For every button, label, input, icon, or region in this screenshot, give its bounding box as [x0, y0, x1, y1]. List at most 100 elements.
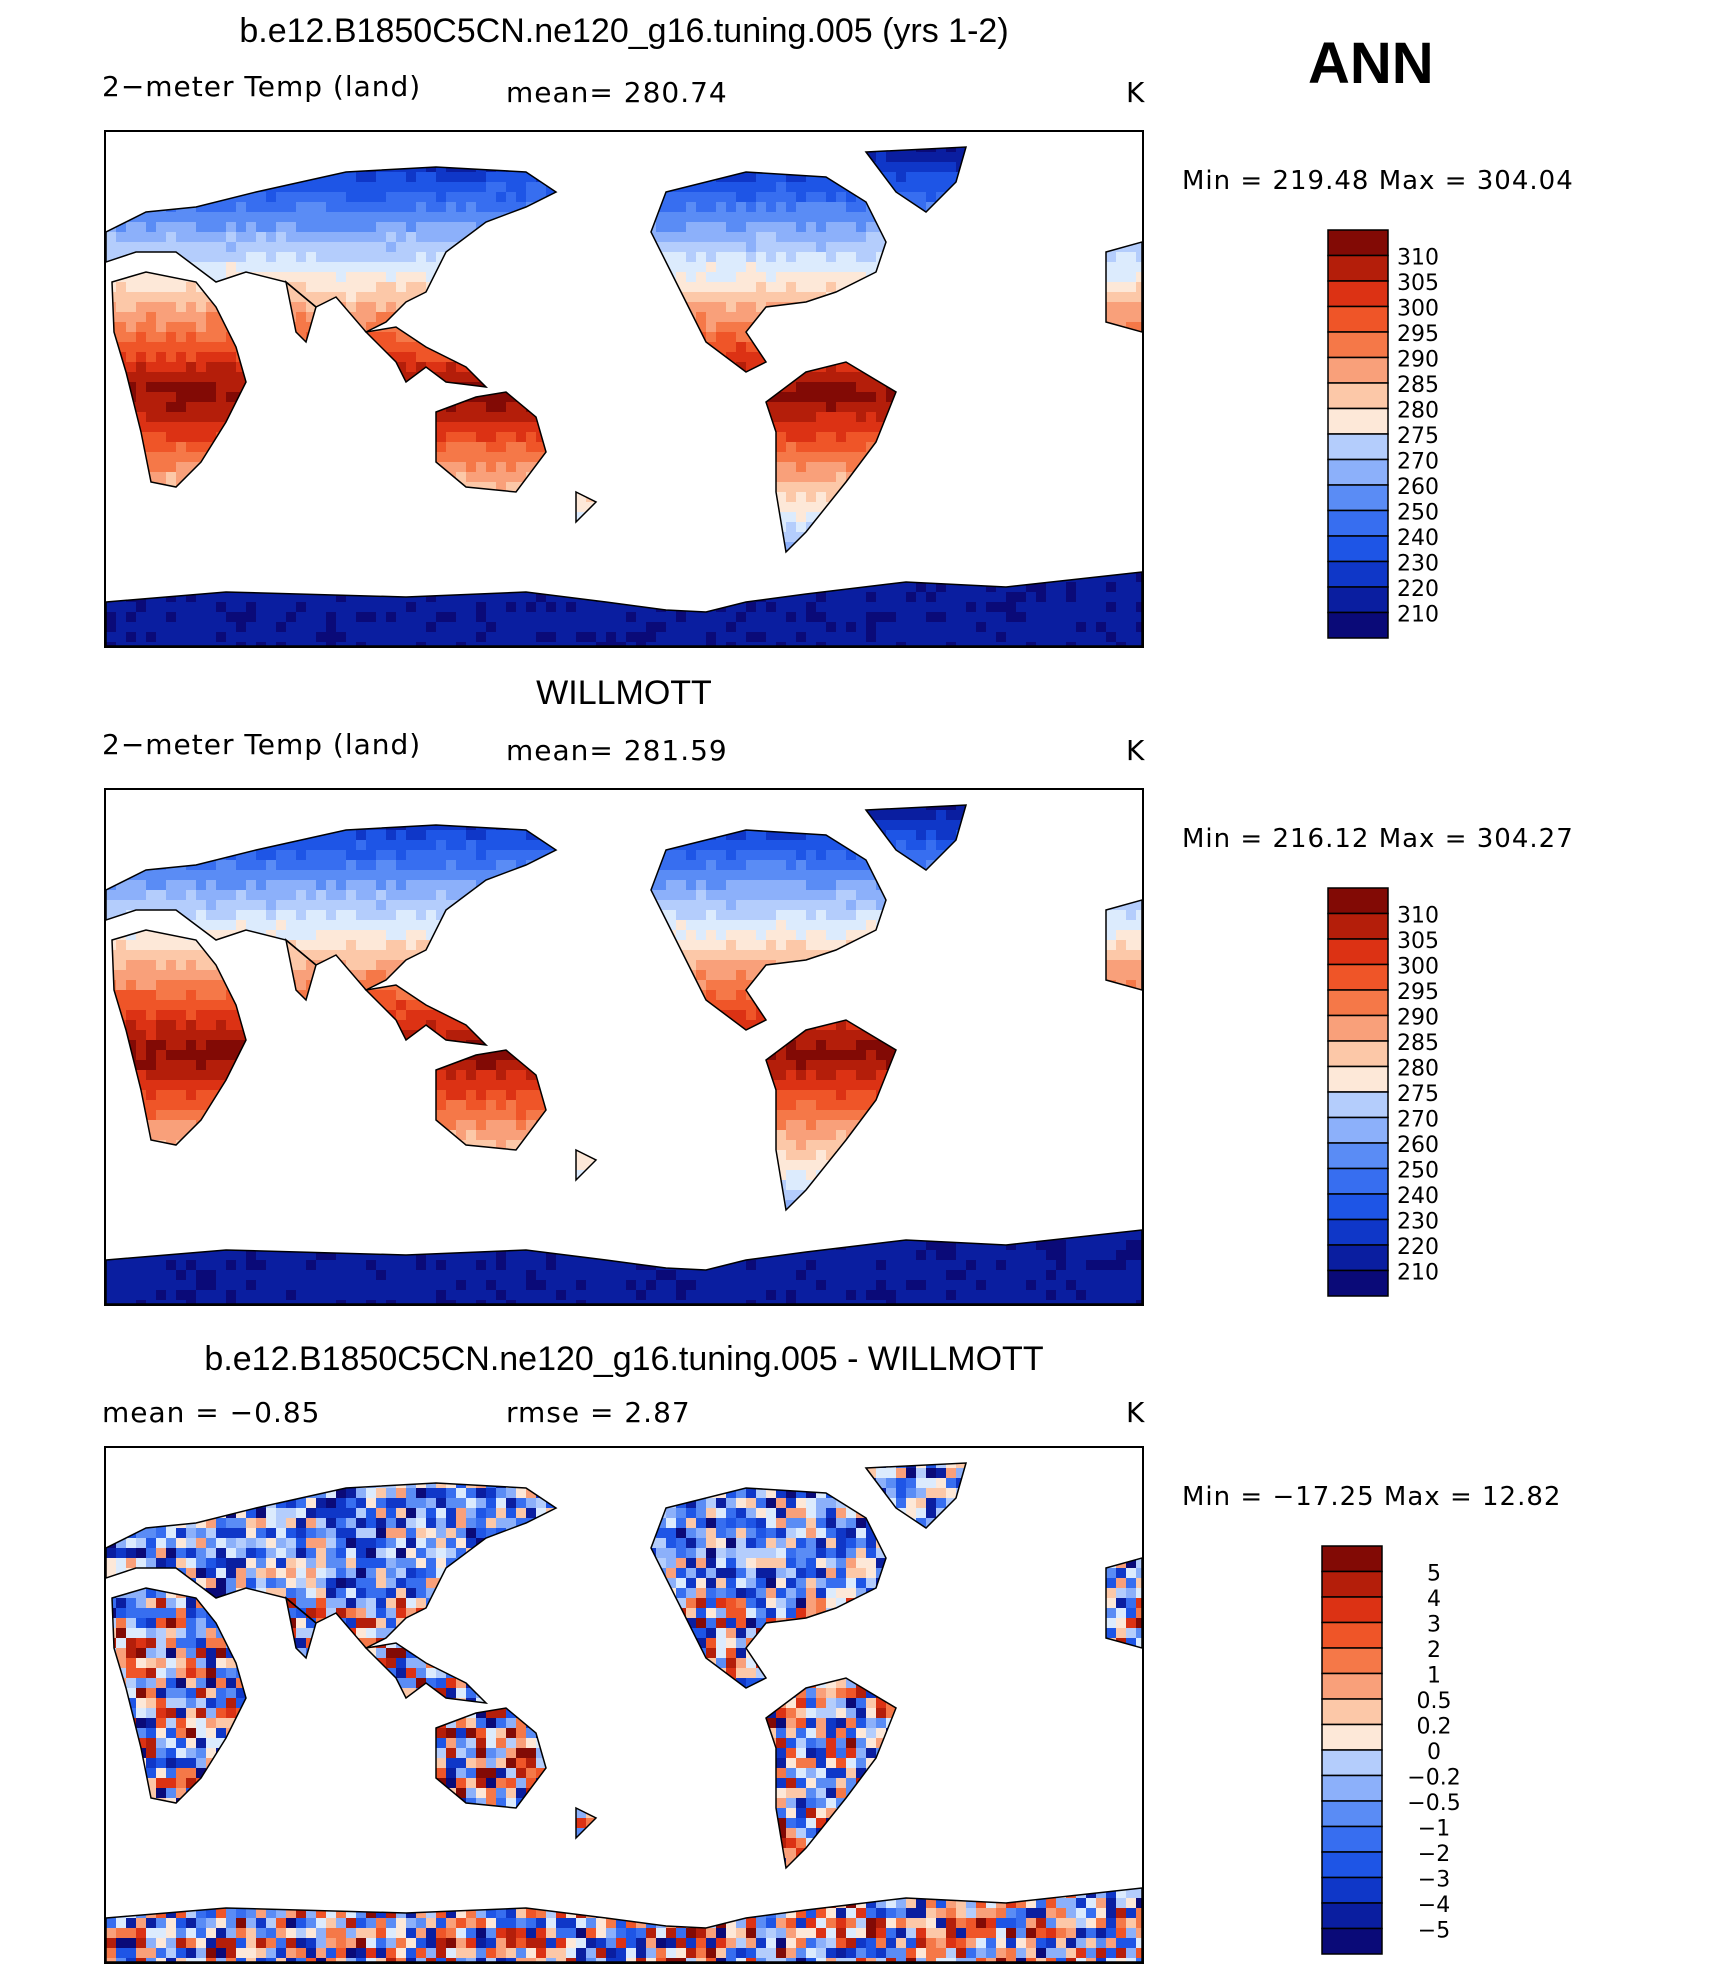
map-cell	[806, 502, 817, 513]
map-cell	[526, 462, 537, 473]
map-cell	[686, 152, 697, 163]
map-cell	[476, 512, 487, 523]
map-cell	[946, 422, 957, 433]
map-cell	[216, 572, 227, 583]
map-cell	[866, 242, 877, 253]
map-cell	[106, 522, 117, 533]
map-cell	[1086, 242, 1097, 253]
map-cell	[146, 292, 157, 303]
map-cell	[346, 342, 357, 353]
map-cell	[996, 572, 1007, 583]
map-cell	[316, 147, 327, 153]
map-cell	[896, 202, 907, 213]
map-cell	[746, 202, 757, 213]
map-cell	[386, 502, 397, 513]
map-cell	[776, 482, 787, 493]
map-cell	[556, 442, 567, 453]
map-cell	[1096, 147, 1107, 153]
map-cell	[406, 242, 417, 253]
map-cell	[436, 482, 447, 493]
map-cell	[386, 512, 397, 523]
map-cell	[726, 272, 737, 283]
map-cell	[1096, 452, 1107, 463]
map-cell	[466, 552, 477, 563]
map-cell	[866, 472, 877, 483]
map-cell	[326, 322, 337, 333]
map-cell	[136, 222, 147, 233]
map-cell	[1076, 532, 1087, 543]
map-cell	[576, 332, 587, 343]
map-cell	[636, 452, 647, 463]
map-cell	[196, 362, 207, 373]
map-cell	[636, 382, 647, 393]
map-cell	[1036, 562, 1047, 573]
map-cell	[226, 402, 237, 413]
map-cell	[916, 532, 927, 543]
map-cell	[486, 332, 497, 343]
map-cell	[286, 192, 297, 203]
map-cell	[946, 312, 957, 323]
map-cell	[266, 252, 277, 263]
map-cell	[906, 462, 917, 473]
map-cell	[356, 592, 367, 603]
map-cell	[1026, 212, 1037, 223]
map-cell	[786, 412, 797, 423]
map-cell	[316, 492, 327, 503]
map-cell	[556, 402, 567, 413]
map-cell	[1016, 132, 1027, 143]
map-cell	[926, 472, 937, 483]
map-cell	[376, 132, 387, 143]
map-cell	[106, 602, 117, 613]
map-cell	[706, 242, 717, 253]
map-cell	[536, 262, 547, 273]
map-cell	[566, 302, 577, 313]
map-cell	[1006, 412, 1017, 423]
map-cell	[496, 342, 507, 353]
map-cell	[286, 382, 297, 393]
map-cell	[1056, 532, 1067, 543]
map-cell	[596, 262, 607, 273]
map-cell	[376, 272, 387, 283]
map-cell	[166, 312, 177, 323]
map-cell	[536, 582, 547, 593]
map-cell	[466, 402, 477, 413]
map-cell	[206, 432, 217, 443]
map-cell	[426, 602, 437, 613]
map-cell	[706, 332, 717, 343]
map-cell	[686, 272, 697, 283]
map-cell	[766, 542, 777, 553]
map-cell	[376, 232, 387, 243]
map-cell	[116, 532, 127, 543]
map-cell	[606, 152, 617, 163]
map-cell	[486, 372, 497, 383]
map-cell	[436, 472, 447, 483]
map-cell	[286, 242, 297, 253]
map-cell	[996, 302, 1007, 313]
map-cell	[496, 592, 507, 603]
map-cell	[296, 292, 307, 303]
map-cell	[936, 132, 947, 143]
map-cell	[1046, 352, 1057, 363]
map-cell	[1026, 562, 1037, 573]
map-cell	[556, 312, 567, 323]
map-cell	[166, 422, 177, 433]
map-cell	[376, 562, 387, 573]
map-cell	[656, 222, 667, 233]
map-cell	[346, 432, 357, 443]
map-cell	[206, 322, 217, 333]
map-cell	[196, 582, 207, 593]
map-cell	[966, 232, 977, 243]
map-cell	[806, 322, 817, 333]
map-cell	[896, 472, 907, 483]
map-cell	[886, 552, 897, 563]
map-cell	[546, 212, 557, 223]
map-cell	[686, 232, 697, 243]
map-cell	[1096, 442, 1107, 453]
map-cell	[716, 402, 727, 413]
map-cell	[1006, 522, 1017, 533]
map-cell	[676, 252, 687, 263]
map-cell	[1126, 242, 1137, 253]
map-cell	[726, 462, 737, 473]
map-cell	[196, 172, 207, 183]
map-cell	[426, 362, 437, 373]
